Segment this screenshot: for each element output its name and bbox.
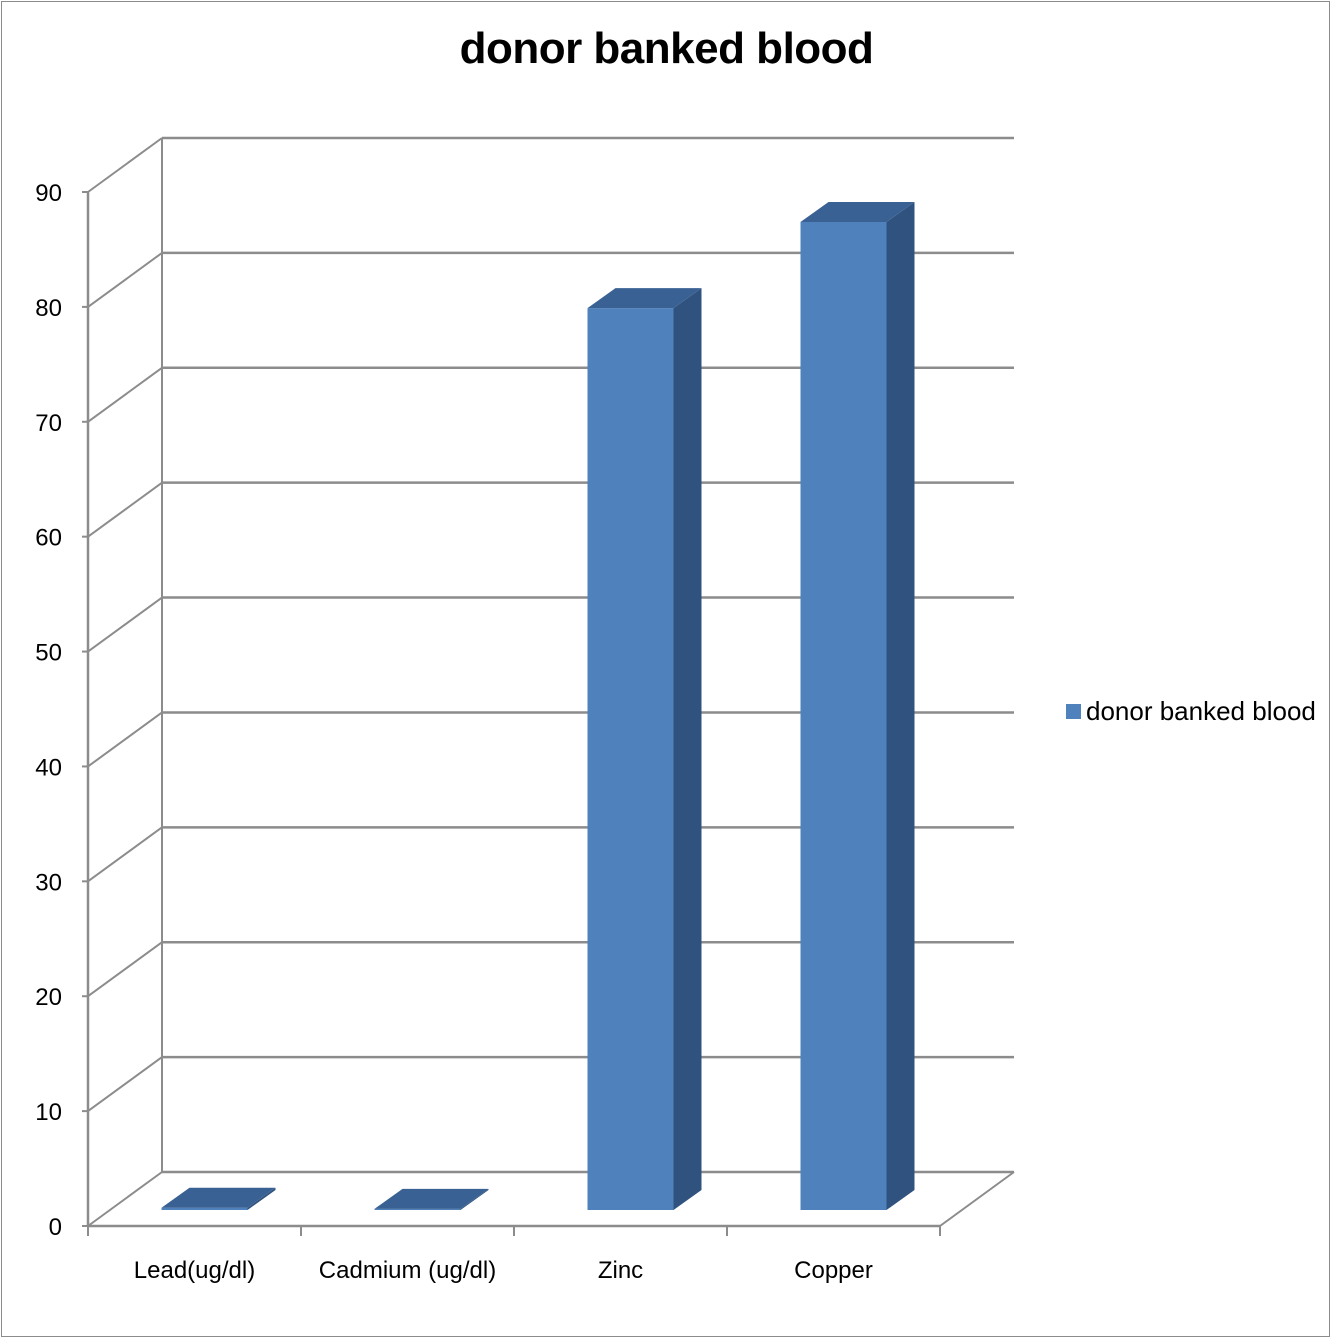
- bar-top: [374, 1188, 489, 1209]
- bar-front: [374, 1208, 461, 1210]
- side-wall-gridline: [87, 941, 163, 998]
- chart-title: donor banked blood: [459, 24, 874, 73]
- x-tick-label: Copper: [794, 1257, 873, 1284]
- side-wall-gridline: [87, 1056, 163, 1112]
- y-tick-label: 0: [49, 1214, 62, 1241]
- side-wall-gridline: [87, 137, 163, 193]
- x-tick-label: Lead(ug/dl): [134, 1257, 255, 1284]
- side-wall-gridline: [87, 481, 163, 538]
- bar-front: [800, 221, 887, 1210]
- legend: donor banked blood: [1066, 696, 1316, 727]
- bar-top: [161, 1187, 276, 1208]
- legend-label: donor banked blood: [1086, 696, 1316, 726]
- floor-edge: [939, 1171, 1015, 1227]
- y-tick-label: 80: [35, 295, 62, 322]
- x-tick-label: Cadmium (ug/dl): [319, 1257, 496, 1284]
- y-tick-label: 90: [35, 180, 62, 207]
- bar-side: [886, 201, 915, 1210]
- y-tick-label: 40: [35, 754, 62, 781]
- y-tick-label: 50: [35, 640, 62, 667]
- side-wall-gridline: [87, 366, 163, 423]
- x-tick-label: Zinc: [598, 1257, 643, 1284]
- bar-top: [800, 201, 915, 222]
- bar-front: [587, 308, 674, 1211]
- y-tick-label: 20: [35, 984, 62, 1011]
- side-wall-gridline: [87, 826, 163, 883]
- bar-side: [460, 1188, 489, 1210]
- y-tick-label: 10: [35, 1099, 62, 1126]
- side-wall-gridline: [87, 1171, 163, 1227]
- y-tick-label: 30: [35, 869, 62, 896]
- bar-top: [587, 288, 702, 309]
- bar-front: [161, 1207, 248, 1210]
- side-wall-gridline: [87, 596, 163, 653]
- bar-side: [673, 288, 702, 1211]
- legend-swatch: [1066, 704, 1081, 719]
- y-tick-label: 60: [35, 525, 62, 552]
- y-tick-label: 70: [35, 410, 62, 437]
- side-wall-gridline: [87, 252, 163, 308]
- side-wall-gridline: [87, 711, 163, 768]
- bar-side: [247, 1187, 276, 1210]
